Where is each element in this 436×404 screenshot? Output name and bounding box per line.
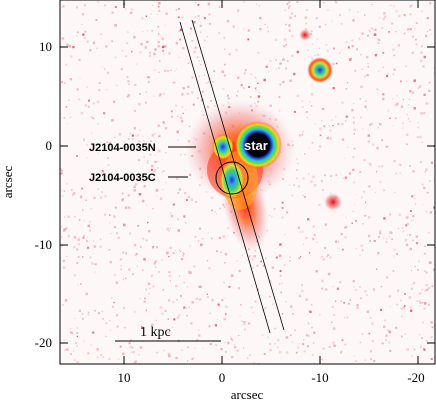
- x-tick-label: -20: [407, 370, 424, 385]
- x-tick-label: -10: [311, 370, 328, 385]
- x-axis-title: arcsec: [231, 387, 264, 402]
- y-tick-label: -20: [35, 335, 52, 350]
- field-star: [307, 57, 333, 83]
- bright-star: [234, 121, 282, 169]
- label-star: star: [244, 138, 268, 153]
- y-axis-title: arcsec: [0, 166, 15, 199]
- slit-line: [191, 19, 285, 331]
- y-tick-label: -10: [35, 237, 52, 252]
- center-galaxy: [219, 160, 245, 200]
- y-tick-label: 0: [46, 138, 53, 153]
- aperture-circle: [215, 161, 249, 195]
- faint-source: [299, 29, 311, 41]
- y-axis-ticks: [60, 46, 435, 344]
- label-center: J2104-0035C: [89, 172, 156, 184]
- scale-bar-label: 1 kpc: [140, 325, 171, 340]
- plot-frame: [59, 0, 436, 365]
- slit-line: [179, 21, 271, 334]
- north-galaxy: [212, 134, 234, 160]
- x-tick-label: 10: [118, 370, 131, 385]
- x-axis-ticks: [123, 0, 419, 364]
- faint-source: [324, 193, 342, 211]
- y-tick-label: 10: [39, 39, 52, 54]
- label-north: J2104-0035N: [89, 142, 156, 154]
- x-tick-label: 0: [219, 370, 226, 385]
